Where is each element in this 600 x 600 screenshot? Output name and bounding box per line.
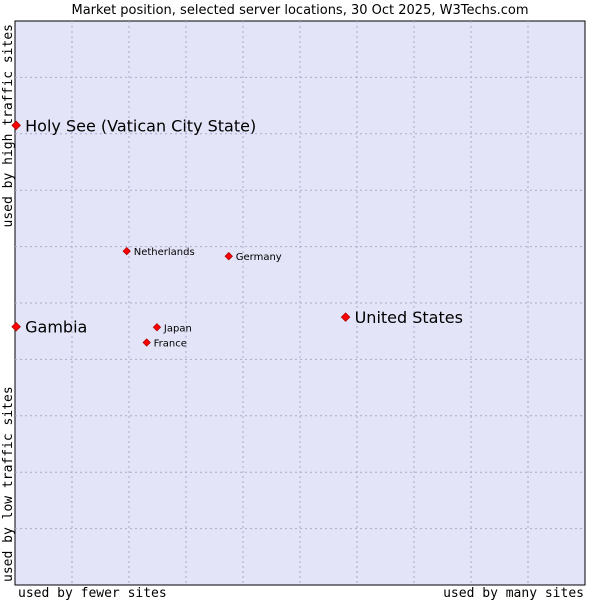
grid-lines [15,21,585,585]
point-label: Germany [236,252,282,263]
point-marker-germany [224,252,233,261]
point-marker-netherlands [122,246,131,256]
x-axis-label-right: used by many sites [443,586,584,600]
point-marker-holy-see-vatican-city-state [11,120,21,131]
point-label: Japan [163,323,192,334]
point-label: France [154,338,187,349]
chart-title: Market position, selected server locatio… [71,3,528,18]
y-axis-label-top: used by high traffic sites [1,24,16,228]
point-label: Netherlands [134,247,195,258]
point-label: United States [355,308,463,327]
point-label: Gambia [25,318,87,337]
point-marker-gambia [11,321,21,332]
point-marker-japan [152,323,162,332]
point-marker-united-states [340,312,351,322]
y-axis-label-bottom: used by low traffic sites [1,386,16,582]
x-axis-label-left: used by fewer sites [18,586,167,600]
point-marker-france [142,338,151,347]
point-label: Holy See (Vatican City State) [25,116,256,135]
data-points: Holy See (Vatican City State) Netherlands… [11,116,463,349]
